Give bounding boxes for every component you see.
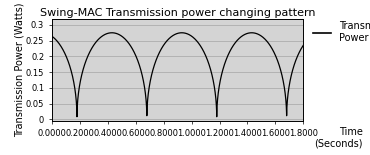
Y-axis label: Transmission Power (Watts): Transmission Power (Watts) [14,2,24,137]
Title: Swing-MAC Transmission power changing pattern: Swing-MAC Transmission power changing pa… [40,8,315,18]
Text: Time
(Seconds): Time (Seconds) [314,127,363,149]
Legend: Transmission
Power: Transmission Power [313,21,370,43]
